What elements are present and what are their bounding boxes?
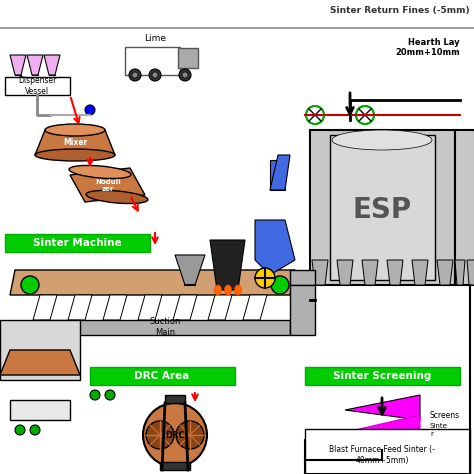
Polygon shape (103, 295, 127, 320)
Polygon shape (27, 55, 43, 75)
Circle shape (132, 72, 138, 78)
Bar (160, 462, 190, 470)
Polygon shape (10, 270, 295, 295)
Circle shape (149, 69, 161, 81)
Text: Sinter Return Fines (-5mm): Sinter Return Fines (-5mm) (330, 6, 470, 15)
Polygon shape (44, 55, 60, 75)
Bar (290, 270, 315, 285)
Circle shape (271, 276, 289, 294)
FancyBboxPatch shape (5, 77, 70, 95)
Ellipse shape (86, 191, 148, 203)
Text: Screens: Screens (430, 410, 460, 419)
Bar (0, 320, 80, 380)
Polygon shape (138, 295, 162, 320)
Polygon shape (362, 260, 378, 285)
Circle shape (90, 390, 100, 400)
Polygon shape (345, 395, 420, 420)
Ellipse shape (69, 165, 131, 179)
Circle shape (176, 421, 204, 449)
Circle shape (105, 390, 115, 400)
Text: DRC Area: DRC Area (134, 371, 190, 381)
Bar (165, 395, 185, 403)
Text: DRC: DRC (165, 430, 185, 439)
Ellipse shape (45, 124, 105, 136)
Circle shape (306, 106, 324, 124)
Bar (305, 429, 470, 474)
Text: Dispenser
Vessel: Dispenser Vessel (18, 76, 56, 96)
Polygon shape (68, 295, 92, 320)
Polygon shape (175, 255, 205, 285)
Ellipse shape (225, 285, 231, 295)
Circle shape (15, 425, 25, 435)
Polygon shape (70, 168, 145, 202)
Bar (290, 285, 315, 335)
Text: ESP: ESP (353, 196, 411, 224)
Bar (125, 47, 180, 75)
Text: Hearth Lay
20mm+10mm: Hearth Lay 20mm+10mm (395, 38, 460, 57)
Bar (455, 130, 474, 285)
Text: Noduli
zer: Noduli zer (95, 179, 121, 191)
Polygon shape (35, 130, 115, 155)
Circle shape (85, 105, 95, 115)
FancyBboxPatch shape (5, 234, 150, 252)
Polygon shape (355, 415, 420, 440)
Ellipse shape (332, 130, 432, 150)
Text: Lime: Lime (144, 34, 166, 43)
Polygon shape (387, 260, 403, 285)
Circle shape (179, 69, 191, 81)
Polygon shape (243, 295, 267, 320)
Circle shape (255, 268, 275, 288)
Text: Sinte
r: Sinte r (430, 423, 448, 437)
Bar (178, 48, 198, 68)
Circle shape (356, 106, 374, 124)
Text: Sinter Screening: Sinter Screening (333, 371, 431, 381)
Polygon shape (210, 240, 245, 290)
Circle shape (182, 72, 188, 78)
Polygon shape (208, 295, 232, 320)
Polygon shape (312, 260, 328, 285)
Polygon shape (33, 295, 57, 320)
Polygon shape (0, 350, 80, 375)
Text: Mixer: Mixer (63, 137, 87, 146)
FancyBboxPatch shape (305, 367, 460, 385)
Ellipse shape (215, 285, 221, 295)
Polygon shape (455, 260, 465, 285)
Polygon shape (10, 55, 26, 75)
Circle shape (152, 72, 158, 78)
Polygon shape (412, 260, 428, 285)
Bar (10, 400, 70, 420)
Bar (270, 160, 285, 190)
Circle shape (129, 69, 141, 81)
Text: Blast Furnace Feed Sinter (-
40mm+5mm): Blast Furnace Feed Sinter (- 40mm+5mm) (329, 445, 435, 465)
Ellipse shape (35, 149, 115, 161)
Polygon shape (270, 155, 290, 190)
Polygon shape (255, 220, 295, 275)
Text: Sinter Machine: Sinter Machine (33, 238, 121, 248)
FancyBboxPatch shape (90, 367, 235, 385)
Polygon shape (337, 260, 353, 285)
Bar (40, 320, 290, 335)
Circle shape (30, 425, 40, 435)
Polygon shape (437, 260, 453, 285)
Circle shape (146, 421, 174, 449)
Circle shape (21, 276, 39, 294)
Text: Suction
Main: Suction Main (149, 317, 181, 337)
Circle shape (143, 403, 207, 467)
Ellipse shape (235, 285, 241, 295)
Polygon shape (467, 260, 474, 285)
Bar (330, 135, 435, 280)
Bar (310, 130, 455, 285)
Polygon shape (173, 295, 197, 320)
